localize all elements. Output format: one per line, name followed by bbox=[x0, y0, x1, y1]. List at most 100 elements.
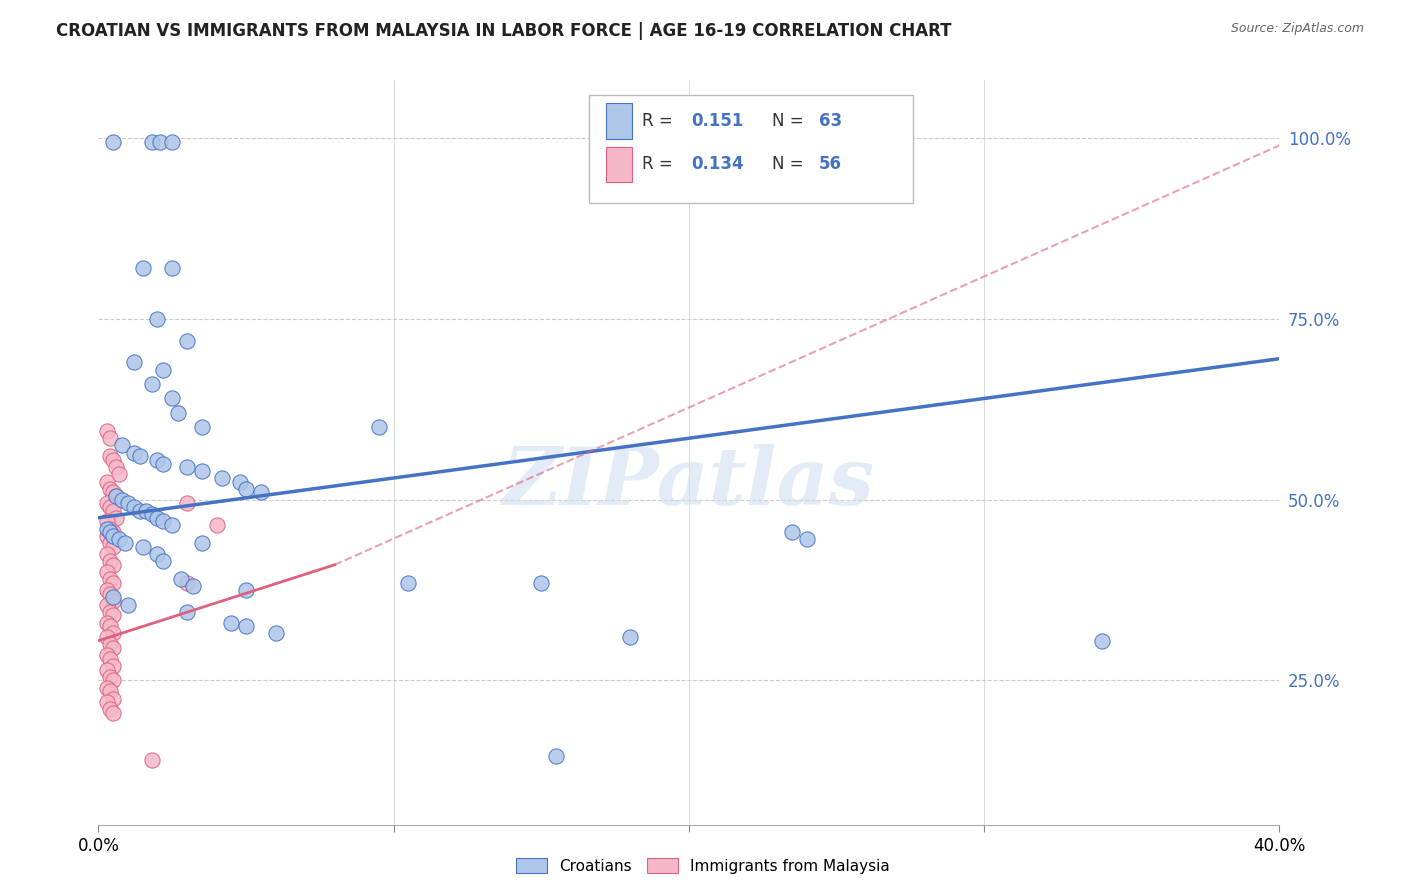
Point bbox=[619, 630, 641, 644]
Point bbox=[117, 496, 139, 510]
Point bbox=[162, 261, 183, 276]
Point bbox=[103, 540, 125, 554]
Point bbox=[96, 615, 118, 630]
Point bbox=[96, 522, 118, 536]
Point bbox=[98, 619, 121, 633]
Point bbox=[98, 605, 121, 619]
Text: 56: 56 bbox=[818, 155, 842, 173]
Point bbox=[135, 503, 157, 517]
Point bbox=[211, 471, 233, 485]
Text: N =: N = bbox=[772, 112, 808, 130]
Point bbox=[205, 518, 228, 533]
Point bbox=[96, 475, 118, 489]
Point bbox=[103, 626, 125, 640]
Point bbox=[98, 684, 121, 698]
Point bbox=[103, 706, 125, 720]
Point bbox=[103, 453, 125, 467]
Point bbox=[103, 591, 125, 605]
Point bbox=[162, 518, 183, 533]
Point bbox=[146, 547, 169, 561]
Point bbox=[176, 605, 198, 619]
Point bbox=[114, 536, 136, 550]
Text: 63: 63 bbox=[818, 112, 842, 130]
Point bbox=[141, 135, 163, 149]
Point bbox=[98, 450, 121, 464]
Point bbox=[264, 626, 287, 640]
Text: 0.151: 0.151 bbox=[692, 112, 744, 130]
Point bbox=[221, 615, 243, 630]
Point bbox=[98, 536, 121, 550]
Point bbox=[149, 135, 172, 149]
Point bbox=[368, 420, 391, 434]
Point bbox=[546, 749, 568, 764]
Point bbox=[235, 482, 257, 496]
Point bbox=[128, 450, 150, 464]
Point bbox=[103, 558, 125, 572]
Point bbox=[98, 482, 121, 496]
Point bbox=[146, 453, 169, 467]
Text: CROATIAN VS IMMIGRANTS FROM MALAYSIA IN LABOR FORCE | AGE 16-19 CORRELATION CHAR: CROATIAN VS IMMIGRANTS FROM MALAYSIA IN … bbox=[56, 22, 952, 40]
Point bbox=[98, 572, 121, 586]
Point bbox=[146, 312, 169, 326]
Point bbox=[103, 135, 125, 149]
Text: R =: R = bbox=[641, 112, 678, 130]
Point bbox=[530, 575, 553, 590]
Point bbox=[250, 485, 273, 500]
Point bbox=[152, 457, 174, 471]
Point bbox=[98, 525, 121, 540]
Point bbox=[141, 753, 163, 767]
Point bbox=[96, 515, 118, 529]
Point bbox=[191, 420, 214, 434]
Point bbox=[229, 475, 252, 489]
Point bbox=[108, 467, 131, 482]
Point bbox=[122, 500, 145, 514]
Point bbox=[105, 460, 128, 475]
Point bbox=[1091, 633, 1114, 648]
Point bbox=[398, 575, 420, 590]
Point bbox=[152, 362, 174, 376]
Point bbox=[103, 485, 125, 500]
Point bbox=[132, 540, 155, 554]
Point bbox=[176, 496, 198, 510]
Point bbox=[98, 587, 121, 601]
Point bbox=[796, 533, 818, 547]
Point bbox=[98, 431, 121, 445]
Text: ZIPatlas: ZIPatlas bbox=[503, 443, 875, 521]
Point bbox=[162, 392, 183, 406]
Point bbox=[98, 522, 121, 536]
Legend: Croatians, Immigrants from Malaysia: Croatians, Immigrants from Malaysia bbox=[510, 852, 896, 880]
Point bbox=[103, 673, 125, 688]
Point bbox=[96, 424, 118, 438]
FancyBboxPatch shape bbox=[606, 103, 633, 139]
Point bbox=[146, 510, 169, 524]
Point bbox=[122, 446, 145, 460]
Point bbox=[181, 579, 204, 593]
Point bbox=[105, 489, 128, 503]
Point bbox=[176, 460, 198, 475]
Point bbox=[235, 619, 257, 633]
Point bbox=[782, 525, 804, 540]
Point bbox=[128, 503, 150, 517]
FancyBboxPatch shape bbox=[589, 95, 914, 203]
Point bbox=[96, 565, 118, 579]
Point bbox=[98, 670, 121, 684]
Point bbox=[103, 659, 125, 673]
Point bbox=[103, 503, 125, 517]
Point bbox=[103, 691, 125, 706]
Point bbox=[141, 376, 163, 391]
Point bbox=[103, 575, 125, 590]
Point bbox=[122, 355, 145, 369]
Point bbox=[141, 507, 163, 521]
Point bbox=[96, 648, 118, 662]
FancyBboxPatch shape bbox=[606, 146, 633, 182]
Point bbox=[98, 554, 121, 568]
Point bbox=[103, 594, 125, 608]
Point bbox=[96, 630, 118, 644]
Point bbox=[96, 598, 118, 612]
Point bbox=[96, 681, 118, 695]
Point bbox=[96, 496, 118, 510]
Point bbox=[170, 572, 193, 586]
Point bbox=[152, 515, 174, 529]
Point bbox=[152, 554, 174, 568]
Point bbox=[96, 695, 118, 709]
